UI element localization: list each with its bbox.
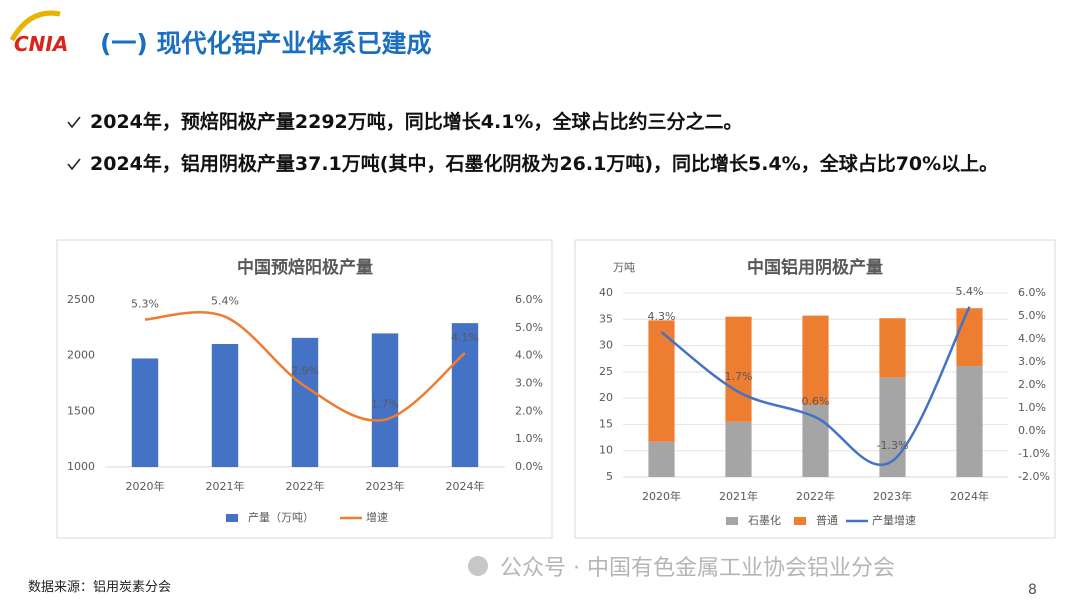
bar [291,337,319,467]
bar [725,316,752,422]
line [144,311,466,422]
x-tick-label: 2024年 [950,489,989,503]
logo-arc [9,10,61,42]
bar [802,315,829,405]
x-tick-label: 2024年 [446,479,485,493]
logo: CNIA [14,32,69,56]
check-icon [67,116,81,129]
legend-swatch [226,514,238,522]
page-number: 8 [1028,582,1037,598]
y-tick-label: 2500 [67,293,95,306]
y-tick-label: 1500 [67,404,95,417]
check-icon [67,158,81,171]
bullet-text: 2024年，预焙阳极产量2292万吨，同比增长4.1%，全球占比约三分之二。 [90,111,743,133]
legend-label: 产量增速 [872,513,916,527]
y2-tick-label: 3.0% [1018,355,1046,368]
bar [211,343,239,467]
source-note: 数据来源：铝用炭素分会 [28,580,172,595]
bar [648,441,675,477]
data-label: 4.1% [451,331,479,344]
y-tick-label: 15 [599,417,613,430]
x-tick-label: 2023年 [873,489,912,503]
legend-swatch [794,517,806,525]
y-tick-label: 1000 [67,460,95,473]
data-label: 2.9% [291,364,319,377]
x-tick-label: 2020年 [642,489,681,503]
legend-label: 增速 [366,510,388,524]
y-tick-label: 20 [599,391,613,404]
y2-tick-label: -2.0% [1018,470,1050,483]
y-tick-label: 2000 [67,349,95,362]
line [660,306,971,466]
bullet-text: 2024年，铝用阴极产量37.1万吨(其中，石墨化阴极为26.1万吨)，同比增长… [90,153,999,175]
y-tick-label: 40 [599,286,613,299]
y2-tick-label: 2.0% [1018,378,1046,391]
x-tick-label: 2022年 [796,489,835,503]
x-tick-label: 2021年 [206,479,245,493]
y2-tick-label: 6.0% [515,293,543,306]
chart-title: 中国铝用阴极产量 [747,257,883,278]
y2-tick-label: 4.0% [515,349,543,362]
x-tick-label: 2023年 [366,479,405,493]
x-tick-label: 2020年 [126,479,165,493]
y-tick-label: 30 [599,339,613,352]
data-label: 4.3% [648,310,676,323]
x-tick-label: 2022年 [286,479,325,493]
data-label: 5.4% [211,295,239,308]
chart-frame [56,239,553,539]
chart-title: 中国预焙阳极产量 [237,257,373,278]
bar [879,318,906,378]
data-label: 5.3% [131,297,159,310]
y2-tick-label: 2.0% [515,404,543,417]
y-axis-label: 万吨 [613,261,635,274]
y2-tick-label: -1.0% [1018,447,1050,460]
y-tick-label: 35 [599,312,613,325]
y2-tick-label: 6.0% [1018,286,1046,299]
y2-tick-label: 5.0% [1018,309,1046,322]
slide-title: (一) 现代化铝产业体系已建成 [100,29,432,58]
y2-tick-label: 0.0% [1018,424,1046,437]
y2-tick-label: 3.0% [515,377,543,390]
x-tick-label: 2021年 [719,489,758,503]
bullet-item: 2024年，铝用阴极产量37.1万吨(其中，石墨化阴极为26.1万吨)，同比增长… [66,144,1056,184]
y-tick-label: 5 [606,470,613,483]
legend-swatch [726,517,738,525]
legend-label: 普通 [816,513,838,527]
bar [131,358,159,467]
data-label: 5.4% [956,285,984,298]
data-label: 1.7% [725,370,753,383]
bar [725,421,752,477]
bullet-item: 2024年，预焙阳极产量2292万吨，同比增长4.1%，全球占比约三分之二。 [66,102,1056,142]
data-label: -1.3% [877,439,909,452]
legend-label: 石墨化 [748,513,781,527]
bar [802,404,829,477]
data-label: 0.6% [802,395,830,408]
legend-label: 产量（万吨） [248,510,314,524]
y-tick-label: 25 [599,365,613,378]
chart-frame [574,239,1056,539]
y2-tick-label: 1.0% [1018,401,1046,414]
y2-tick-label: 1.0% [515,432,543,445]
bar [956,366,983,477]
y-tick-label: 10 [599,444,613,457]
bar [451,323,479,467]
bar [956,308,983,367]
bar [371,333,399,467]
y2-tick-label: 4.0% [1018,332,1046,345]
wechat-icon [468,556,488,576]
y2-tick-label: 5.0% [515,321,543,334]
watermark: 公众号 · 中国有色金属工业协会铝业分会 [500,556,895,581]
data-label: 1.7% [371,398,399,411]
y2-tick-label: 0.0% [515,460,543,473]
